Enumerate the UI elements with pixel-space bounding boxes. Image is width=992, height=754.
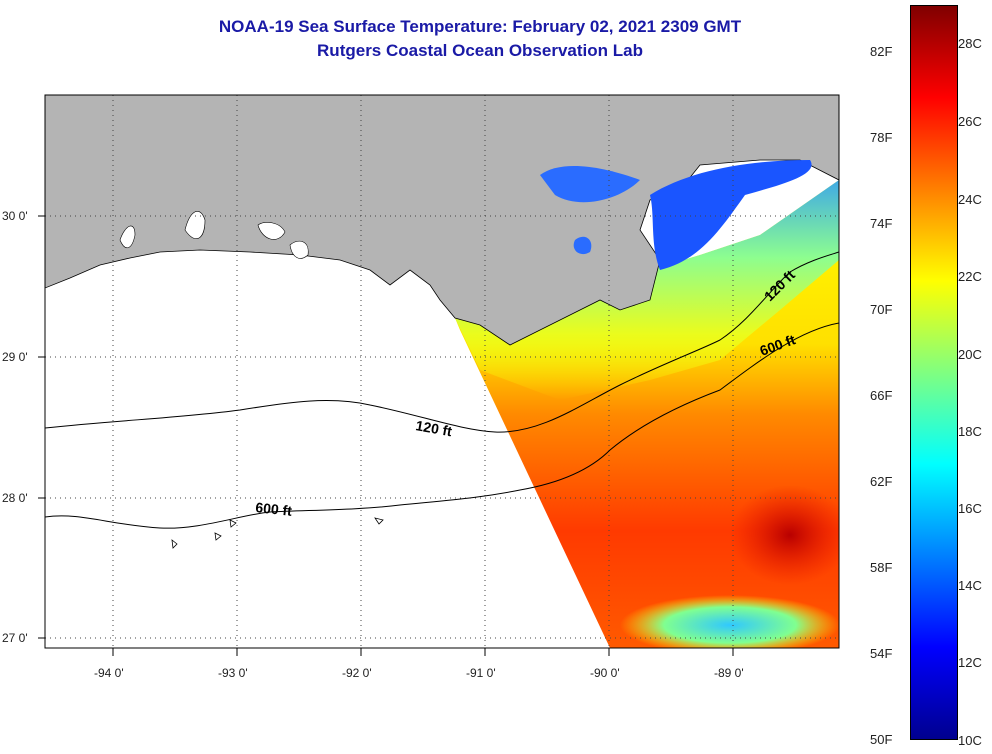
- colorbar-label-28c: 28C: [958, 36, 982, 51]
- lon-label-93: -93 0': [218, 666, 248, 680]
- colorbar-label-10c: 10C: [958, 733, 982, 748]
- colorbar-label-58f: 58F: [870, 560, 893, 575]
- lat-label-29: 29 0': [2, 350, 28, 364]
- colorbar-label-20c: 20C: [958, 347, 982, 362]
- lat-label-27: 27 0': [2, 631, 28, 645]
- bay-water: [540, 165, 640, 203]
- colorbar-label-78f: 78F: [870, 130, 893, 145]
- sound-water: [650, 160, 812, 270]
- colorbar-label-16c: 16C: [958, 501, 982, 516]
- colorbar-label-62f: 62F: [870, 474, 893, 489]
- axis-ticks: [38, 215, 734, 656]
- colorbar-label-54f: 54F: [870, 646, 893, 661]
- colorbar-label-82f: 82F: [870, 44, 893, 59]
- bathymetry-contours: [45, 251, 839, 529]
- colorbar-label-14c: 14C: [958, 578, 982, 593]
- lon-label-90: -90 0': [590, 666, 620, 680]
- lon-label-89: -89 0': [714, 666, 744, 680]
- colorbar-label-22c: 22C: [958, 269, 982, 284]
- colorbar-label-70f: 70F: [870, 302, 893, 317]
- map-title: NOAA-19 Sea Surface Temperature: Februar…: [218, 17, 742, 36]
- lon-label-91: -91 0': [466, 666, 496, 680]
- temperature-colorbar: [910, 5, 958, 740]
- colorbar-label-74f: 74F: [870, 216, 893, 231]
- warm-core: [730, 485, 839, 585]
- colorbar-label-12c: 12C: [958, 655, 982, 670]
- lon-label-92: -92 0': [342, 666, 372, 680]
- lat-label-28: 28 0': [2, 491, 28, 505]
- colorbar-label-66f: 66F: [870, 388, 893, 403]
- colorbar-label-50f: 50F: [870, 732, 893, 747]
- cool-eddy: [620, 595, 839, 648]
- contour-label-600ft-1: 600 ft: [255, 499, 293, 519]
- colorbar-label-18c: 18C: [958, 424, 982, 439]
- graticule: [45, 95, 839, 648]
- map-subtitle: Rutgers Coastal Ocean Observation Lab: [317, 41, 643, 60]
- lat-label-30: 30 0': [2, 209, 28, 223]
- contour-label-120ft-1: 120 ft: [414, 417, 453, 439]
- lon-label-94: -94 0': [94, 666, 124, 680]
- colorbar-label-24c: 24C: [958, 192, 982, 207]
- island-shoals: [171, 517, 384, 549]
- colorbar-label-26c: 26C: [958, 114, 982, 129]
- lake-water: [573, 236, 592, 255]
- land-mass: [45, 95, 839, 346]
- plot-frame: [44, 94, 840, 649]
